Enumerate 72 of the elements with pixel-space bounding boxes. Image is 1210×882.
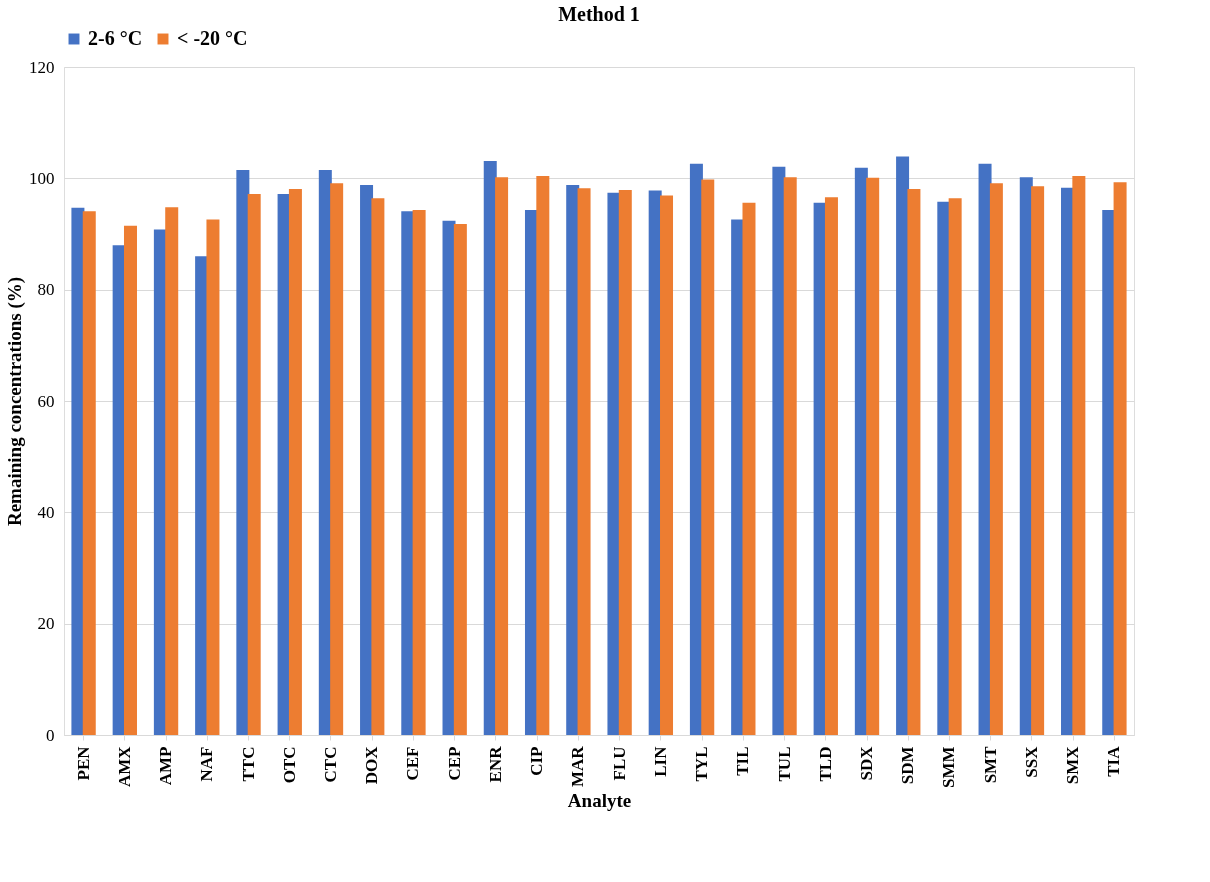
x-tick-label: TLD <box>815 746 835 782</box>
x-tick-label: AMX <box>114 745 134 788</box>
x-tick-label: TIL <box>733 746 753 776</box>
bar <box>1113 182 1127 735</box>
bar <box>165 207 179 735</box>
bar <box>937 201 951 735</box>
x-tick-label: DOX <box>362 745 382 785</box>
bar <box>206 219 220 735</box>
bar <box>123 225 137 735</box>
y-tick-label: 80 <box>37 280 55 300</box>
x-tick-label: TIA <box>1104 745 1124 777</box>
bar <box>536 176 550 735</box>
bar <box>236 169 250 735</box>
y-tick-label: 120 <box>29 57 55 77</box>
x-tick-label: FLU <box>609 746 629 781</box>
bar <box>772 166 786 735</box>
x-tick-label: AMP <box>156 746 176 786</box>
bar <box>1072 176 1086 735</box>
x-tick-label: SMM <box>939 746 959 789</box>
x-tick-label: ENR <box>485 745 505 783</box>
x-tick-label: MAR <box>568 745 588 788</box>
y-tick-label: 40 <box>37 502 55 522</box>
bar <box>618 190 632 735</box>
x-axis-title: Analyte <box>567 790 632 812</box>
x-tick-label: CEP <box>444 746 464 781</box>
bar <box>1102 210 1116 735</box>
bar <box>607 192 621 735</box>
bar <box>247 193 261 735</box>
legend-label: 2-6 °C <box>88 27 143 49</box>
bar <box>330 183 344 735</box>
bar <box>742 202 756 735</box>
legend-label: < -20 °C <box>177 27 248 49</box>
bar <box>371 198 385 735</box>
x-tick-label: NAF <box>197 746 217 782</box>
bar <box>82 211 96 735</box>
x-tick-label: PEN <box>73 745 93 781</box>
x-tick-label: OTC <box>279 746 299 784</box>
x-tick-label: TTC <box>238 746 258 782</box>
bar <box>907 188 921 735</box>
bar <box>71 207 85 735</box>
x-tick-label: TYL <box>692 746 712 782</box>
bar <box>866 177 880 735</box>
bar <box>824 197 838 735</box>
bar <box>412 210 426 735</box>
y-tick-label: 60 <box>37 391 55 411</box>
x-tick-label: SDX <box>857 745 877 781</box>
chart-title: Method 1 <box>558 3 640 25</box>
bar <box>288 188 302 735</box>
bar <box>989 183 1003 735</box>
bar <box>577 188 591 735</box>
x-tick-label: LIN <box>650 745 670 777</box>
bar <box>1031 186 1045 735</box>
y-tick-label: 100 <box>29 168 55 188</box>
x-tick-label: SDM <box>898 746 918 785</box>
bar <box>948 198 962 735</box>
x-tick-label: CTC <box>320 746 340 783</box>
bar <box>660 195 674 735</box>
x-tick-label: CIP <box>527 746 547 776</box>
bar <box>401 211 415 735</box>
x-tick-label: CEF <box>403 746 423 781</box>
bar <box>783 177 797 735</box>
bar <box>566 185 580 735</box>
y-tick-label: 0 <box>46 725 55 745</box>
bar <box>495 177 509 735</box>
x-tick-label: SSX <box>1021 745 1041 778</box>
x-tick-label: TUL <box>774 746 794 782</box>
y-axis-title: Remaining concentrations (%) <box>4 276 26 527</box>
bar <box>701 179 715 735</box>
y-tick-label: 20 <box>37 614 55 634</box>
x-tick-label: SMX <box>1063 745 1083 785</box>
x-tick-label: SMT <box>980 745 1000 784</box>
bar <box>453 223 467 735</box>
